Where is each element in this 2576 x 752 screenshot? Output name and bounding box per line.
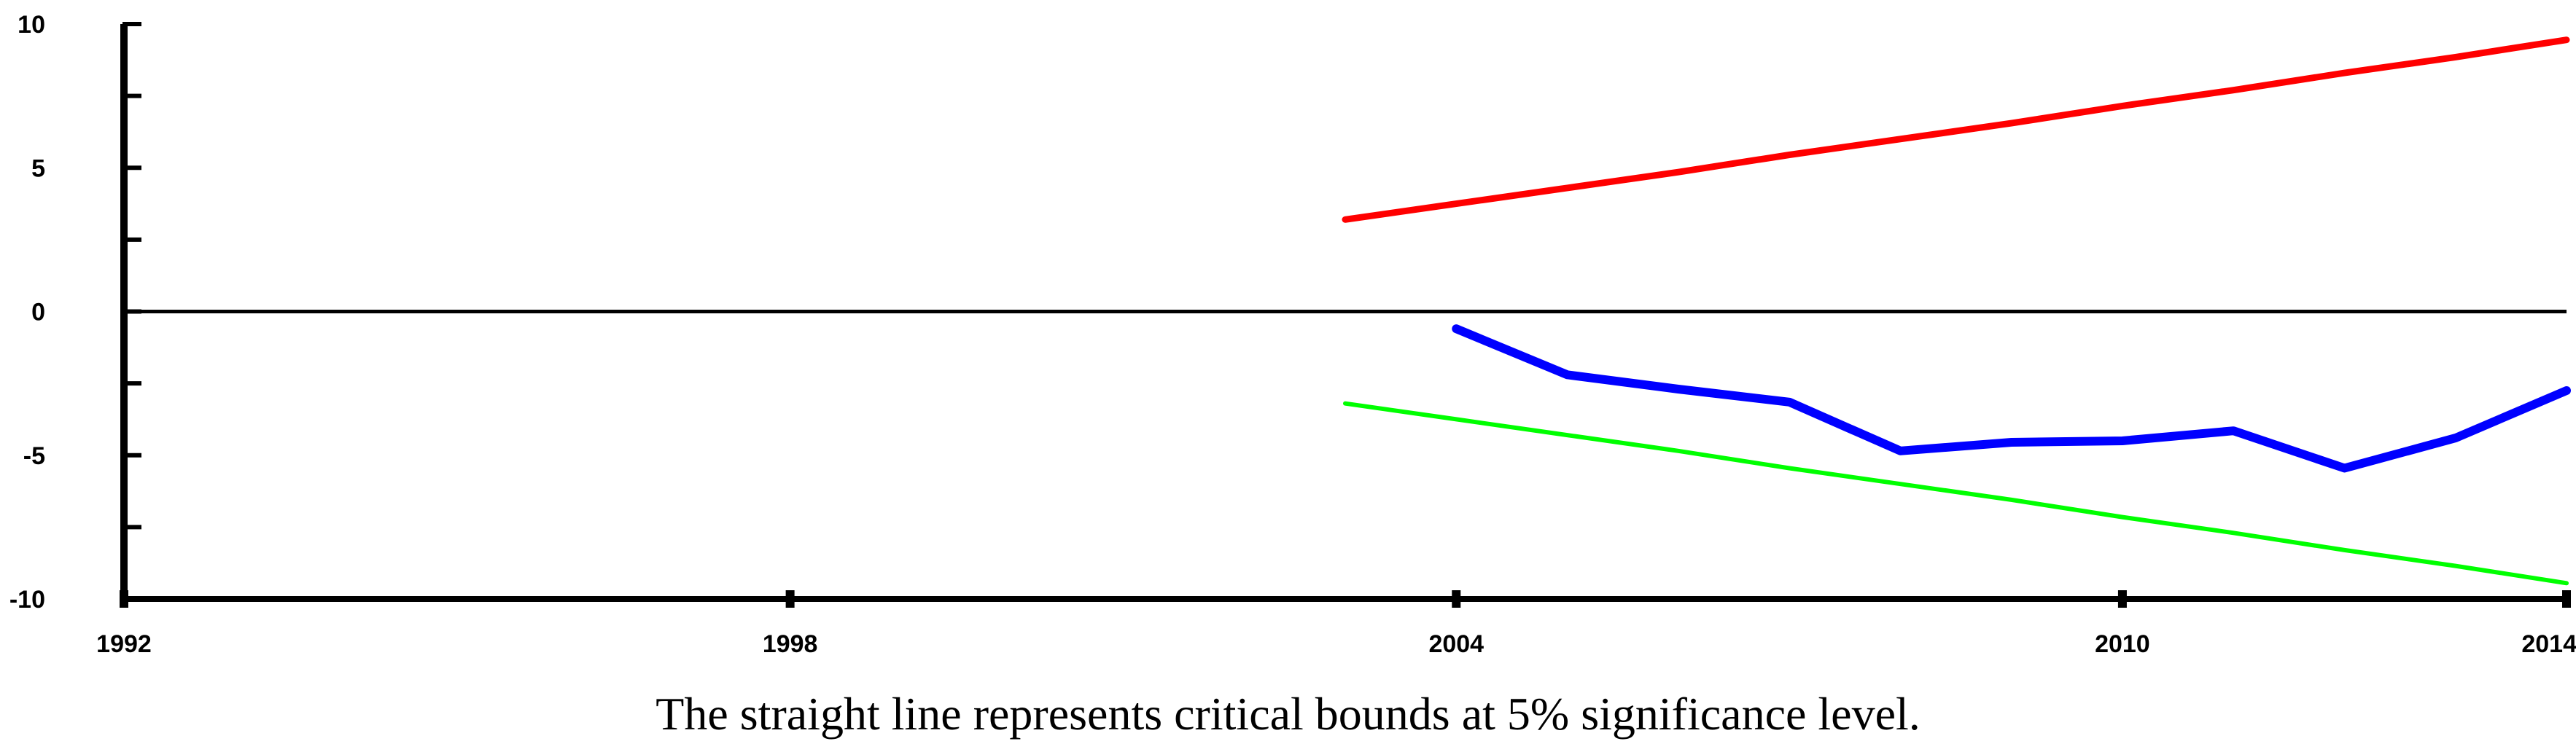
x-tick-label: 2014 [2521, 630, 2576, 658]
x-tick-label: 1992 [96, 630, 152, 658]
labels-layer: 10 5 0 -5 -10 1992 1998 2004 2010 2014 [9, 11, 2576, 658]
lower-bound-line [1343, 401, 2569, 586]
x-tick-label: 1998 [763, 630, 818, 658]
y-tick-label: 0 [31, 299, 45, 326]
axes-layer [120, 22, 2571, 608]
x-tick-label: 2004 [1428, 630, 1484, 658]
cusum-line [1452, 324, 2571, 473]
y-tick-label: 10 [17, 11, 45, 39]
series-layer [1342, 36, 2571, 586]
chart-caption: The straight line represents critical bo… [655, 688, 1921, 740]
y-tick-label: -10 [9, 586, 45, 614]
y-tick-label: 5 [31, 154, 45, 182]
y-tick-label: -5 [23, 442, 45, 470]
x-tick-label: 2010 [2095, 630, 2150, 658]
upper-bound-line [1342, 36, 2570, 223]
